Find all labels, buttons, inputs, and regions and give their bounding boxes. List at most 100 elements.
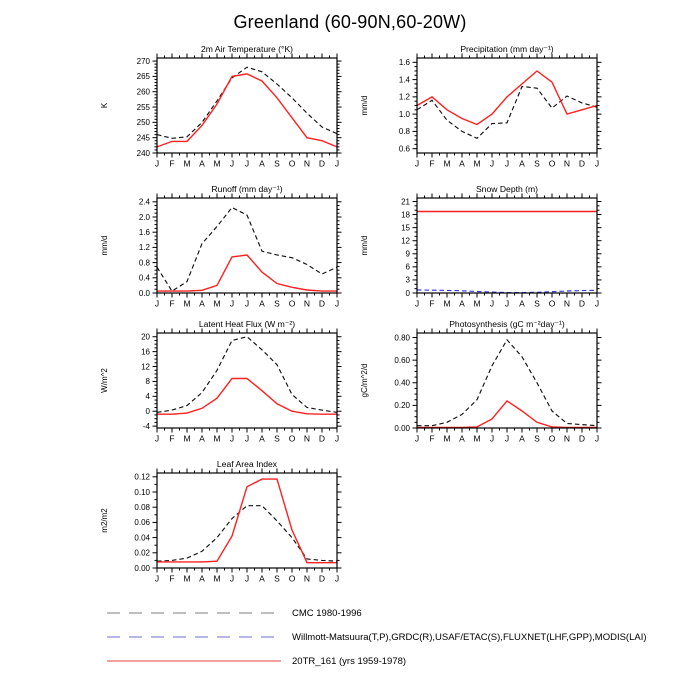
y-tick-label: 265	[137, 72, 151, 81]
x-tick-label: A	[199, 434, 205, 444]
y-tick-label: 255	[137, 103, 151, 112]
y-tick-label: 15	[401, 223, 410, 232]
x-tick-label: J	[335, 574, 339, 584]
x-tick-label: D	[579, 159, 585, 169]
y-axis-label: K	[100, 102, 109, 108]
legend-item-label: 20TR_161 (yrs 1959-1978)	[292, 655, 407, 667]
y-tick-label: 0.08	[134, 503, 150, 512]
x-tick-label: J	[595, 159, 599, 169]
series-line	[156, 505, 338, 562]
chart-photosynthesis: 0.00 0.20 0.40 0.60 0.80 J F M A M J J A S O N D J Photosy…	[355, 315, 615, 450]
x-tick-label: J	[415, 434, 419, 444]
x-tick-label: O	[549, 299, 556, 309]
chart-title: 2m Air Temperature (°K)	[201, 44, 293, 54]
x-tick-label: J	[155, 159, 159, 169]
x-tick-label: J	[230, 299, 234, 309]
chart-svg: 0.60.81.01.21.41.6J F M A M J J A S O N D JPrecipita…	[360, 44, 602, 169]
x-tick-label: J	[335, 299, 339, 309]
x-tick-label: F	[169, 299, 174, 309]
x-tick-label: O	[549, 159, 556, 169]
x-tick-label: A	[459, 159, 465, 169]
legend-line-cmc-dashed	[107, 612, 281, 614]
y-tick-label: 0	[406, 289, 411, 298]
x-tick-label: M	[443, 159, 450, 169]
y-tick-label: 0.04	[134, 533, 150, 542]
x-tick-label: N	[304, 299, 310, 309]
x-tick-label: J	[505, 299, 509, 309]
chart-runoff: 0.0 0.4 0.8 1.2 1.6 2.0 2.4 J F M A M J J A S O N D J Runoff…	[95, 180, 355, 315]
y-tick-label: 1.6	[139, 228, 151, 237]
x-tick-label: J	[505, 434, 509, 444]
x-tick-label: O	[289, 299, 296, 309]
x-tick-label: J	[155, 299, 159, 309]
x-tick-label: S	[534, 159, 540, 169]
x-tick-label: D	[319, 299, 325, 309]
x-tick-label: J	[155, 574, 159, 584]
x-tick-label: M	[473, 434, 480, 444]
x-tick-label: D	[319, 434, 325, 444]
chart-leaf-area-index: 0.00 0.02 0.04 0.06 0.08 0.10 0.12 J F M A M J J A S O N D…	[95, 455, 355, 590]
x-tick-label: M	[213, 159, 220, 169]
y-tick-label: 0.02	[134, 549, 150, 558]
x-tick-label: J	[230, 159, 234, 169]
x-tick-label: J	[415, 299, 419, 309]
chart-title: Snow Depth (m)	[476, 184, 538, 194]
figure-title: Greenland (60-90N,60-20W)	[233, 12, 467, 32]
y-tick-label: 12	[401, 237, 410, 246]
chart-title: Runoff (mm day⁻¹)	[211, 184, 282, 194]
series-line	[157, 377, 337, 415]
y-tick-label: 1.4	[399, 75, 411, 84]
x-tick-label: F	[429, 159, 434, 169]
x-tick-label: M	[213, 574, 220, 584]
y-tick-label: 9	[406, 250, 411, 259]
chart-title: Latent Heat Flux (W m⁻²)	[199, 319, 295, 329]
x-tick-label: M	[443, 434, 450, 444]
y-tick-label: 1.6	[399, 58, 411, 67]
x-tick-label: S	[274, 299, 280, 309]
y-tick-label: 0.6	[399, 144, 411, 153]
y-tick-label: 12	[141, 362, 150, 371]
x-tick-label: N	[304, 574, 310, 584]
series-line	[157, 478, 337, 564]
y-tick-label: 0.60	[394, 356, 410, 365]
y-tick-label: 0.00	[134, 564, 150, 573]
x-tick-label: A	[459, 299, 465, 309]
x-tick-label: N	[564, 159, 570, 169]
y-tick-label: 2.4	[139, 198, 151, 207]
y-tick-label: 0.4	[139, 274, 151, 283]
chart-title: Precipitation (mm day⁻¹)	[460, 44, 553, 54]
x-tick-label: A	[199, 574, 205, 584]
y-tick-label: 0.80	[394, 333, 410, 342]
y-tick-label: 21	[401, 197, 410, 206]
y-tick-label: 16	[141, 347, 150, 356]
x-tick-label: J	[335, 434, 339, 444]
legend-item-cmc: CMC 1980-1996	[105, 601, 647, 625]
x-tick-label: A	[259, 299, 265, 309]
series-line	[417, 399, 597, 429]
x-tick-label: N	[564, 434, 570, 444]
y-tick-label: 0.0	[139, 289, 151, 298]
x-tick-label: J	[505, 159, 509, 169]
x-tick-label: F	[169, 574, 174, 584]
legend-line-obs-dashed	[107, 636, 281, 638]
y-tick-label: 0.00	[394, 424, 410, 433]
series-line	[156, 206, 338, 292]
x-tick-label: N	[564, 299, 570, 309]
series-line	[416, 70, 598, 126]
x-tick-label: J	[245, 434, 249, 444]
x-tick-label: D	[319, 159, 325, 169]
x-tick-label: A	[459, 434, 465, 444]
x-tick-label: S	[274, 574, 280, 584]
series-line	[156, 66, 338, 139]
x-tick-label: J	[595, 299, 599, 309]
y-tick-label: 260	[137, 88, 151, 97]
legend-line-model-solid	[107, 660, 281, 662]
series-line	[416, 85, 598, 139]
y-tick-label: 8	[146, 377, 151, 386]
chart-title: Photosynthesis (gC m⁻²day⁻¹)	[449, 319, 565, 329]
x-tick-label: J	[230, 574, 234, 584]
y-tick-label: 270	[137, 57, 151, 66]
y-tick-label: 0.06	[134, 518, 150, 527]
